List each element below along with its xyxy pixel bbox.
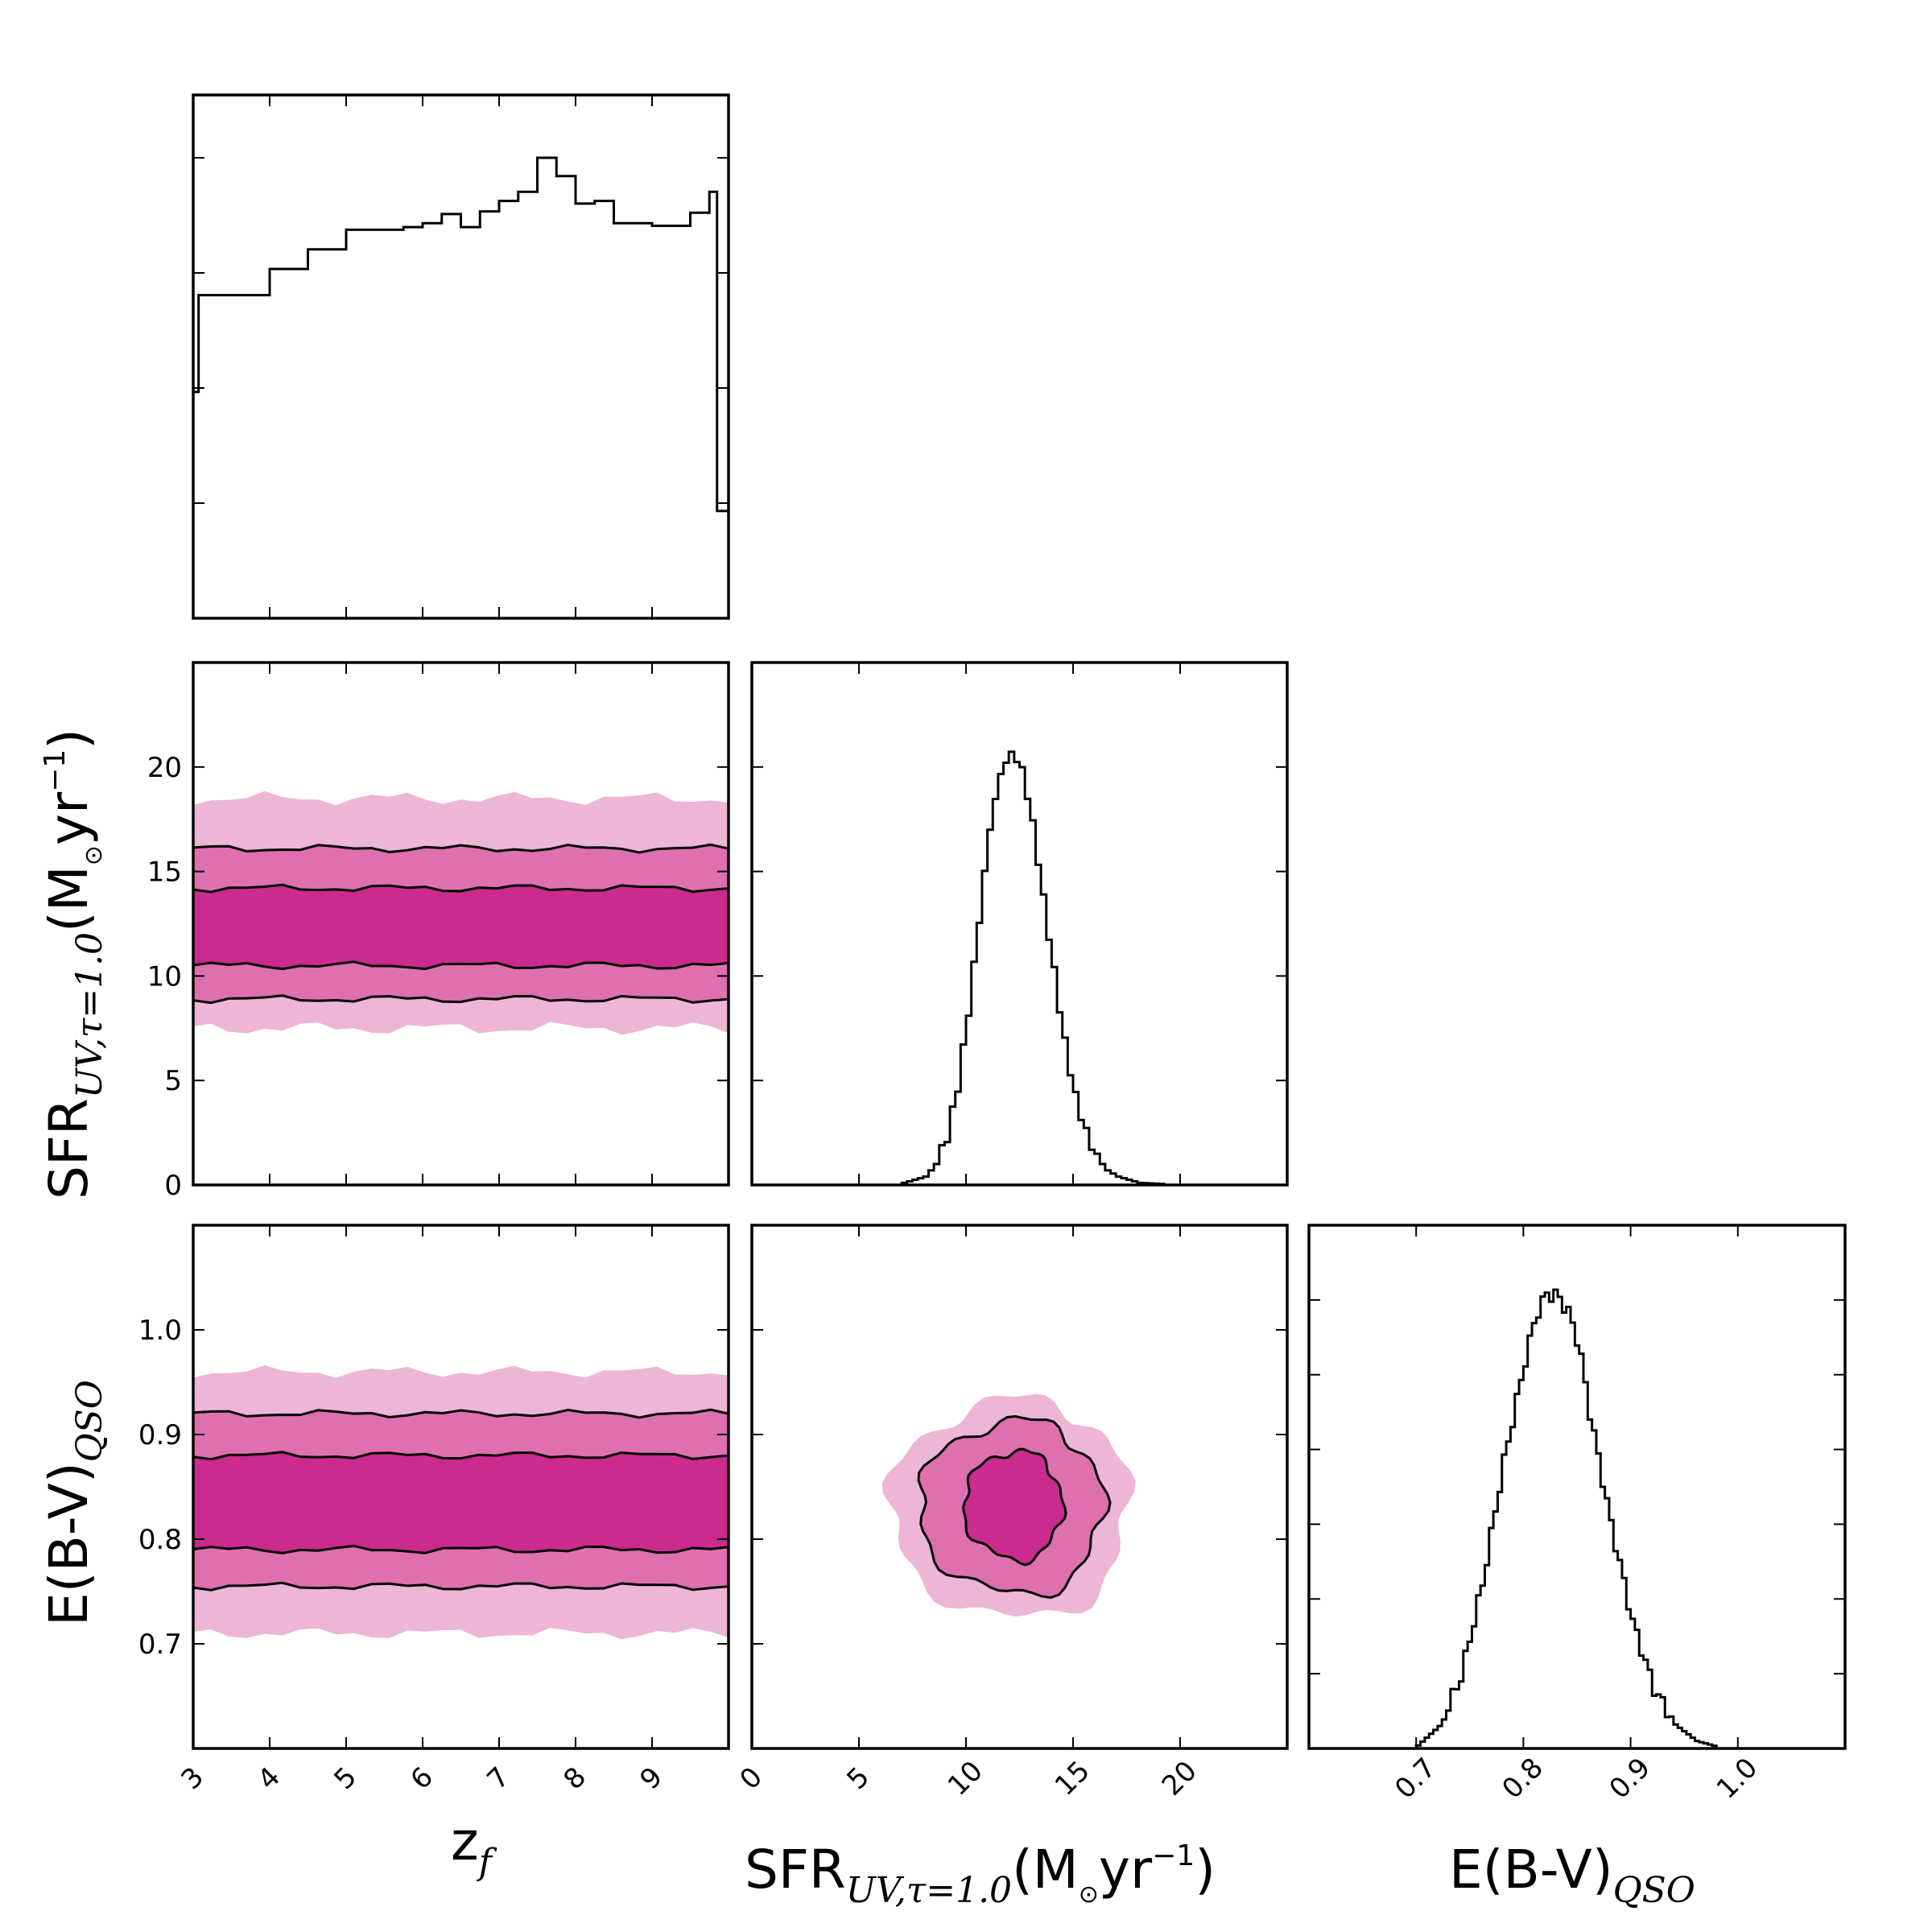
ebv-1sigma-level-contour-upper [192, 1451, 729, 1461]
x-tick-label: 1.0 [1711, 1752, 1765, 1806]
x-tick-label: 9 [634, 1761, 669, 1796]
x-tick-label: 4 [251, 1761, 287, 1796]
x-tick-label: 0.9 [1604, 1752, 1657, 1806]
sfr-2sigma-level-contour-upper [192, 843, 729, 854]
sfr-1sigma-level-fill [193, 885, 729, 969]
x-tick-label: 3 [175, 1761, 210, 1796]
x-tick-label: 5 [840, 1761, 876, 1796]
svg-text:zf: zf [451, 1810, 497, 1883]
x-tick-label: 0 [733, 1761, 769, 1796]
panel-hist-zf [192, 93, 730, 620]
ylabel-ebv: E(B-V)QSO [38, 1380, 110, 1626]
x-tick-label: 5 [328, 1761, 363, 1796]
sfr-1sigma-level-contour-upper [192, 883, 729, 894]
x-tick-label: 10 [942, 1755, 989, 1802]
svg-text:E(B-V)QSO: E(B-V)QSO [38, 1380, 110, 1626]
x-tick-label: 7 [481, 1761, 516, 1796]
svg-text:SFRUV,τ=1.0(M⊙yr−1): SFRUV,τ=1.0(M⊙yr−1) [38, 729, 110, 1199]
x-tick-label: 20 [1156, 1755, 1203, 1802]
panel-hist-ebv [1307, 1224, 1847, 1750]
ylabel-sfr: SFRUV,τ=1.0(M⊙yr−1) [38, 729, 110, 1199]
y-tick-label: 0.9 [138, 1419, 182, 1451]
ebv-2sigma-level-contour-upper [192, 1408, 729, 1419]
y-tick-label: 20 [147, 752, 182, 784]
y-tick-label: 5 [164, 1065, 182, 1097]
panel-sfr-vs-ebv [750, 1224, 1289, 1750]
x-tick-label: 0.8 [1496, 1752, 1550, 1806]
x-tick-label: 8 [557, 1761, 592, 1796]
y-tick-label: 0 [164, 1170, 182, 1202]
xlabel-ebv: E(B-V)QSO [1449, 1839, 1695, 1911]
panel-zf-vs-ebv [192, 1224, 730, 1750]
zf-histogram-line [193, 156, 729, 513]
sfr-histogram-line [837, 750, 1228, 1187]
y-tick-label: 0.7 [138, 1629, 182, 1661]
ebv-histogram-line [1373, 1288, 1738, 1750]
blob-1sigma-level [962, 1447, 1067, 1567]
xlabel-zf: zf [451, 1810, 497, 1883]
xlabel-sfr: SFRUV,τ=1.0(M⊙yr−1) [745, 1839, 1216, 1911]
x-tick-label: 0.7 [1389, 1752, 1443, 1806]
sfr-2sigma-level-contour-lower [192, 994, 729, 1005]
y-tick-label: 1.0 [138, 1315, 182, 1347]
ebv-2sigma-level-contour-lower [192, 1581, 729, 1591]
ebv-1sigma-level-fill [193, 1451, 729, 1554]
panel-hist-sfr [750, 661, 1289, 1187]
panel-zf-vs-sfr [192, 661, 730, 1187]
y-tick-label: 10 [147, 960, 182, 993]
svg-text:SFRUV,τ=1.0(M⊙yr−1): SFRUV,τ=1.0(M⊙yr−1) [745, 1839, 1216, 1911]
y-tick-label: 0.8 [138, 1524, 182, 1556]
x-tick-label: 6 [404, 1761, 440, 1796]
y-tick-label: 15 [147, 857, 182, 889]
sfr-1sigma-level-contour-lower [192, 960, 729, 971]
x-tick-label: 15 [1049, 1755, 1096, 1802]
ebv-1sigma-level-contour-lower [192, 1544, 729, 1554]
svg-text:E(B-V)QSO: E(B-V)QSO [1449, 1839, 1695, 1911]
